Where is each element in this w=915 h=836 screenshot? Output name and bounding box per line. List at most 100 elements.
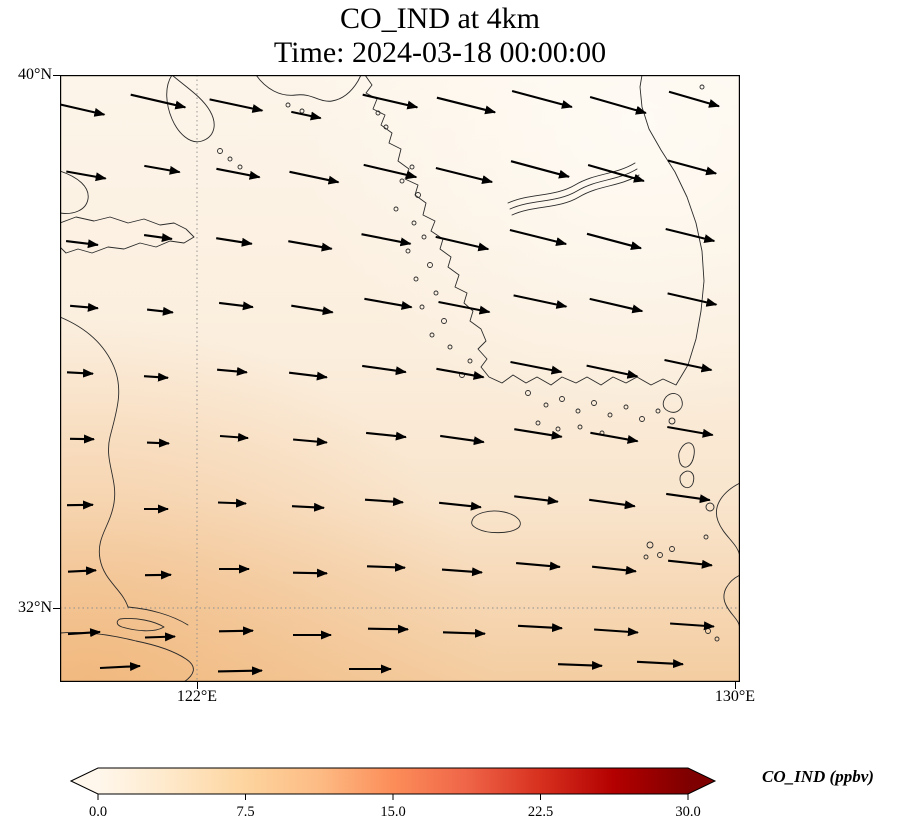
map-plot: [55, 74, 741, 683]
wind-vector: [364, 497, 404, 507]
coastline-geoje-island: [662, 393, 683, 413]
wind-vector: [589, 498, 636, 510]
wind-vector: [586, 364, 639, 379]
coastline-river-band-2: [509, 168, 638, 210]
wind-vector: [591, 565, 637, 575]
coastline-china-east: [59, 316, 129, 608]
wind-vector: [587, 163, 645, 183]
wind-vector: [670, 621, 715, 631]
colorbar-left-tip: [71, 768, 98, 794]
wind-vector: [517, 623, 563, 633]
coastline-tsushima-north: [678, 442, 695, 468]
wind-vector: [636, 659, 684, 669]
title-block: CO_IND at 4km Time: 2024-03-18 00:00:00: [60, 2, 820, 70]
wind-vector: [440, 434, 485, 446]
wind-vector: [144, 164, 181, 175]
concentration-field-ne-minimum: [60, 75, 740, 682]
wind-vector: [67, 566, 97, 576]
coastline-korea: [364, 74, 705, 386]
coastline-korea-bay: [255, 74, 362, 102]
plot-border: [60, 75, 740, 682]
wind-vector: [589, 297, 644, 314]
wind-vector: [510, 360, 563, 375]
wind-vector: [219, 432, 249, 442]
colorbar-label: CO_IND (ppbv): [762, 767, 874, 786]
wind-vector: [664, 358, 713, 373]
coastline-jeju-island: [471, 510, 521, 534]
coastline-chongming-island: [116, 618, 165, 632]
colorbar: 0.0 7.5 15.0 22.5 30.0: [69, 767, 717, 820]
wind-vector: [510, 160, 570, 179]
wind-vector: [589, 95, 647, 115]
wind-vector: [217, 498, 247, 508]
wind-vector: [130, 93, 187, 110]
colorbar-tick-label: 30.0: [675, 804, 700, 820]
wind-vector: [667, 559, 713, 569]
wind-vector: [143, 372, 169, 382]
wind-vector: [435, 235, 490, 252]
wind-vector: [291, 502, 325, 512]
wind-vector: [67, 628, 101, 638]
wind-vector: [363, 163, 418, 180]
wind-vector: [361, 233, 412, 247]
wind-vector: [289, 170, 340, 185]
wind-vector: [366, 562, 406, 572]
wind-vector: [438, 501, 482, 511]
wind-vector: [66, 170, 107, 182]
wind-vector: [509, 228, 568, 246]
wind-vector: [590, 431, 639, 444]
wind-vector: [367, 624, 409, 634]
wind-vector: [436, 367, 485, 380]
wind-vector: [291, 110, 322, 121]
wind-vector: [66, 368, 94, 378]
coastline-river-band-3: [511, 174, 640, 216]
wind-vector: [362, 364, 407, 376]
small-islands: [217, 84, 720, 642]
wind-vector: [438, 300, 491, 315]
map-plot-area: [55, 74, 741, 683]
wind-vector: [218, 626, 254, 636]
wind-vector: [667, 292, 718, 307]
plot-title: CO_IND at 4km: [340, 2, 540, 35]
wind-vector: [441, 567, 483, 577]
wind-vector: [216, 237, 253, 247]
colorbar-area: 0.0 7.5 15.0 22.5 30.0: [69, 766, 730, 827]
coastline-yangtze-north: [127, 606, 189, 626]
wind-vector: [586, 232, 642, 250]
xtick-label-130e: 130°E: [714, 688, 756, 705]
wind-vector: [666, 492, 711, 504]
ytick-40n: [53, 75, 60, 76]
coastline-liaodong: [166, 74, 215, 143]
coastline-shandong: [59, 216, 195, 254]
xtick-122e: [197, 682, 198, 689]
wind-vector: [364, 297, 413, 310]
wind-vector: [288, 371, 328, 381]
wind-vector: [216, 167, 261, 180]
wind-vector: [291, 304, 334, 316]
ytick-32n: [53, 608, 60, 609]
colorbar-tick-label: 15.0: [380, 804, 405, 820]
wind-vector: [594, 627, 639, 637]
plot-subtitle: Time: 2024-03-18 00:00:00: [273, 36, 607, 69]
wind-vector: [436, 96, 497, 115]
coastline-tsushima-south: [679, 470, 695, 489]
ytick-label-32n: 32°N: [18, 599, 52, 616]
colorbar-right-tip: [688, 768, 715, 794]
wind-vector: [55, 102, 106, 117]
wind-vector: [144, 632, 176, 642]
wind-vector: [516, 561, 561, 571]
wind-vector: [65, 239, 99, 249]
wind-vector: [99, 662, 141, 671]
wind-vector: [146, 306, 174, 316]
colorbar-tick-label: 0.0: [89, 804, 107, 820]
colorbar-gradient-bar: [98, 768, 688, 794]
wind-vector: [513, 294, 568, 309]
coastline-river-band-1: [507, 162, 636, 204]
wind-vector: [442, 628, 486, 638]
wind-vector: [435, 166, 494, 184]
wind-vector-layer: [55, 89, 720, 676]
coastline-kyushu-2: [723, 574, 741, 632]
wind-vector: [292, 568, 328, 578]
colorbar-tick-label: 7.5: [236, 804, 254, 820]
